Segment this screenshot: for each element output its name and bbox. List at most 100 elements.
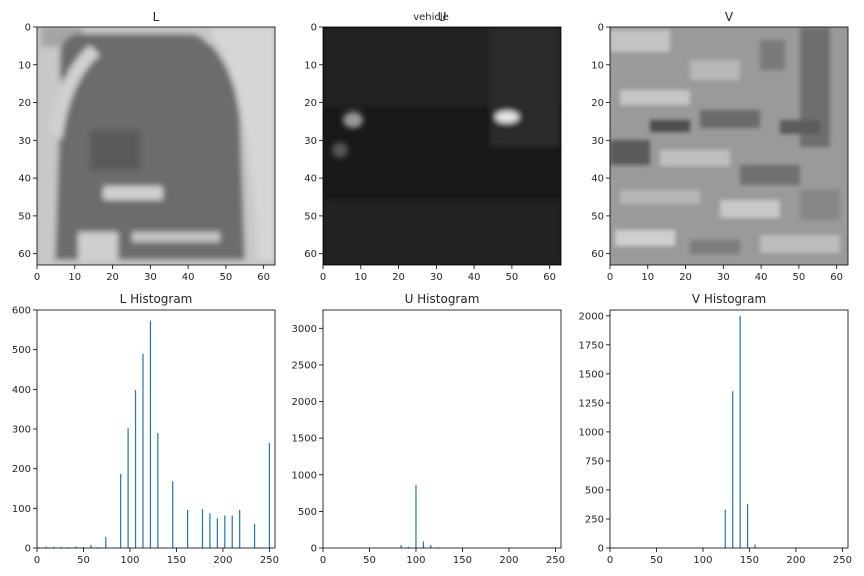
l-histogram-xtick-label: 150 — [167, 555, 186, 566]
v-histogram-ytick-label: 250 — [585, 514, 604, 525]
l-histogram-bar — [142, 353, 144, 548]
u-histogram-xtick-label: 100 — [406, 555, 425, 566]
l-histogram-ytick-label: 400 — [12, 385, 31, 396]
u-histogram-xtick-label: 150 — [453, 555, 472, 566]
u-histogram-bar — [430, 545, 432, 548]
l-histogram-xtick-label: 50 — [77, 555, 90, 566]
u-histogram-bar — [400, 545, 402, 548]
l-histogram-bar — [149, 320, 152, 548]
l-image-ytick-label: 50 — [18, 211, 31, 222]
v-histogram-plot: 0 50 100 150 200 250 0 250 500 750 1000 1250 1500 175… — [579, 311, 852, 566]
u-histogram-ytick-label: 0 — [311, 544, 317, 555]
l-histogram-bar — [75, 546, 77, 548]
v-histogram-bar — [724, 509, 726, 548]
v-histogram-ytick-label: 1000 — [579, 427, 604, 438]
l-histogram-ytick-label: 300 — [12, 425, 31, 436]
l-histogram-ytick-label: 500 — [12, 345, 31, 356]
u-image-ytick-label: 60 — [304, 249, 317, 260]
l-image-ytick-label: 60 — [18, 249, 31, 260]
u-image-xtick-label: 20 — [392, 272, 405, 283]
u-histogram-bar — [422, 541, 425, 548]
l-image-ytick-label: 20 — [18, 98, 31, 109]
l-histogram-bar — [53, 546, 55, 548]
l-image-title: L — [153, 10, 160, 24]
u-image-title: U — [438, 10, 447, 24]
u-histogram-xtick-label: 50 — [363, 555, 376, 566]
l-histogram-bar — [224, 515, 226, 548]
l-histogram-bar — [239, 509, 241, 548]
l-image-xtick-label: 30 — [144, 272, 157, 283]
v-image-title: V — [725, 10, 734, 24]
u-histogram-ytick-label: 1500 — [292, 434, 317, 445]
v-histogram-ytick-label: 1500 — [579, 369, 604, 380]
l-histogram-bar — [187, 509, 189, 548]
u-image-xtick-label: 40 — [468, 272, 481, 283]
l-image-ytick-label: 30 — [18, 136, 31, 147]
u-image-xtick-label: 60 — [543, 272, 556, 283]
v-image-ytick-label: 0 — [598, 23, 604, 34]
u-image-ytick-label: 10 — [304, 60, 317, 71]
l-image-ytick-label: 10 — [18, 60, 31, 71]
v-histogram-xtick-label: 0 — [607, 555, 613, 566]
l-histogram-bar — [157, 432, 159, 548]
u-histogram-panel: U Histogram 0 50 100 150 200 2500500100015002… — [292, 292, 565, 566]
v-histogram-bar — [746, 503, 749, 548]
v-image-ytick-label: 20 — [591, 98, 604, 109]
v-histogram-xtick-label: 250 — [833, 555, 852, 566]
u-image-panel: U — [322, 10, 562, 266]
v-histogram-bar — [739, 315, 741, 548]
l-histogram-bar — [172, 481, 174, 548]
l-channel-image — [37, 27, 275, 265]
v-image-ytick-label: 50 — [591, 211, 604, 222]
l-histogram-xtick-label: 100 — [120, 555, 139, 566]
l-histogram-bar — [253, 523, 256, 548]
v-histogram-xtick-label: 50 — [650, 555, 663, 566]
l-image-ytick-label: 40 — [18, 174, 31, 185]
l-histogram-xtick-label: 250 — [260, 555, 279, 566]
v-image-xtick-label: 50 — [793, 272, 806, 283]
l-histogram-ytick-label: 600 — [12, 306, 31, 317]
u-histogram-ytick-label: 3000 — [292, 324, 317, 335]
u-histogram-title: U Histogram — [405, 292, 480, 306]
l-image-xtick-label: 10 — [68, 272, 81, 283]
v-histogram-panel: V Histogram 0 50 100 150 200 250 0 250 500 750 100… — [579, 292, 852, 566]
l-image-xtick-label: 0 — [34, 272, 40, 283]
u-image-xtick-label: 30 — [430, 272, 443, 283]
l-histogram-ytick-label: 200 — [12, 464, 31, 475]
l-histogram-title: L Histogram — [120, 292, 193, 306]
v-histogram-bar — [732, 391, 734, 548]
l-histogram-bar — [45, 546, 47, 548]
u-histogram-xtick-label: 250 — [546, 555, 565, 566]
v-histogram-xtick-label: 200 — [786, 555, 805, 566]
v-histogram-ytick-label: 2000 — [579, 311, 604, 322]
u-histogram-bar — [415, 485, 417, 548]
l-histogram-bar — [127, 428, 129, 548]
l-image-ytick-label: 0 — [25, 23, 31, 34]
l-histogram-bar — [90, 544, 92, 548]
v-image-xtick-label: 20 — [679, 272, 692, 283]
v-histogram-bar — [754, 544, 756, 548]
l-histogram-xtick-label: 0 — [34, 555, 40, 566]
l-histogram-bar — [209, 513, 211, 548]
v-image-ytick-label: 40 — [591, 174, 604, 185]
v-image-xtick-label: 30 — [717, 272, 730, 283]
v-histogram-ytick-label: 500 — [585, 485, 604, 496]
u-image-xtick-label: 10 — [354, 272, 367, 283]
v-image-ytick-label: 10 — [591, 60, 604, 71]
v-image-xtick-label: 10 — [641, 272, 654, 283]
u-image-xtick-label: 0 — [320, 272, 326, 283]
l-image-xtick-label: 20 — [106, 272, 119, 283]
v-histogram-ytick-label: 750 — [585, 456, 604, 467]
l-histogram-bar — [134, 390, 137, 548]
l-histogram-plot: 0 50 100 150 200 250 0 100 200 300 400 500 600 — [12, 306, 279, 567]
v-histogram-ytick-label: 0 — [598, 544, 604, 555]
l-histogram-bar — [268, 442, 271, 548]
u-histogram-ytick-label: 1000 — [292, 470, 317, 481]
u-channel-image — [323, 27, 561, 265]
l-histogram-bar — [201, 509, 204, 548]
v-histogram-ytick-label: 1250 — [579, 398, 604, 409]
l-histogram-panel: L Histogram 0 50 100 150 200 250 0 100 200 300 400… — [12, 292, 279, 566]
v-image-panel: V — [609, 10, 849, 266]
